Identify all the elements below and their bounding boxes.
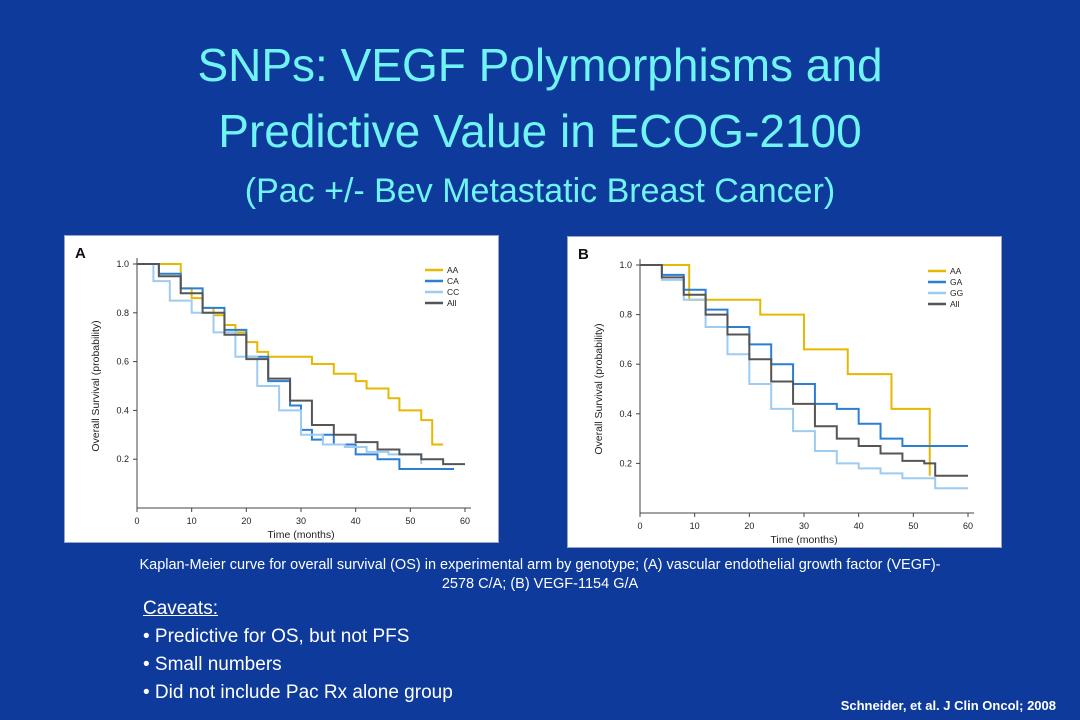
citation: Schneider, et al. J Clin Oncol; 2008 [840, 698, 1056, 713]
y-tick-label: 0.6 [619, 359, 632, 369]
panel-label: B [578, 246, 589, 263]
series-line-cc [137, 263, 423, 465]
x-tick-label: 0 [134, 516, 139, 526]
series-line-all [137, 263, 465, 466]
y-tick-label: 0.2 [619, 458, 632, 468]
series-line-all [640, 264, 968, 477]
caption-line2: 2578 C/A; (B) VEGF-1154 G/A [441, 576, 639, 592]
x-axis-label: Time (months) [770, 534, 837, 546]
legend-label: CA [447, 276, 459, 286]
x-tick-label: 60 [460, 516, 470, 526]
series-line-ca [137, 263, 455, 470]
x-tick-label: 50 [908, 521, 918, 531]
slide-subtitle: (Pac +/- Bev Metastatic Breast Cancer) [244, 172, 836, 210]
x-tick-label: 10 [187, 516, 197, 526]
legend-label: CC [447, 287, 459, 297]
panel-label: A [75, 245, 86, 262]
caveat-item: • Small numbers [143, 654, 282, 675]
y-tick-label: 1.0 [619, 260, 632, 270]
y-tick-label: 0.6 [116, 357, 129, 367]
legend-label: All [447, 298, 457, 308]
x-tick-label: 20 [241, 516, 251, 526]
legend-label: GA [950, 277, 963, 287]
legend-label: All [950, 299, 960, 309]
km-chart-a: A 0.2 0.4 0.6 0.8 1.0 0 10 20 30 40 50 60 Time (month… [75, 245, 471, 541]
y-axis-label: Overall Survival (probability) [593, 323, 605, 454]
slide-title-line2: Predictive Value in ECOG-2100 [218, 105, 862, 157]
y-tick-label: 0.8 [116, 308, 129, 318]
x-tick-label: 20 [744, 521, 754, 531]
x-tick-label: 50 [405, 516, 415, 526]
caption-line1: Kaplan-Meier curve for overall survival … [139, 557, 941, 573]
caveat-item: • Predictive for OS, but not PFS [143, 626, 410, 647]
y-tick-label: 0.4 [116, 405, 129, 415]
x-tick-label: 40 [854, 521, 864, 531]
slide-title-line1: SNPs: VEGF Polymorphisms and [197, 39, 883, 91]
km-chart-panel-b: B 0.2 0.4 0.6 0.8 1.0 0 10 20 30 40 50 60 Time (month… [567, 236, 1002, 548]
x-tick-label: 10 [690, 521, 700, 531]
series-line-gg [640, 264, 968, 490]
legend-label: GG [950, 288, 963, 298]
x-tick-label: 0 [637, 521, 642, 531]
legend-label: AA [447, 265, 459, 275]
legend-label: AA [950, 266, 962, 276]
x-tick-label: 60 [963, 521, 973, 531]
series-line-aa [640, 264, 931, 476]
y-axis-label: Overall Survival (probability) [90, 320, 102, 451]
x-tick-label: 40 [351, 516, 361, 526]
series-line-ga [640, 264, 968, 448]
caveats-block: Caveats: • Predictive for OS, but not PF… [143, 595, 453, 707]
y-tick-label: 0.4 [619, 409, 632, 419]
x-tick-label: 30 [296, 516, 306, 526]
figure-caption: Kaplan-Meier curve for overall survival … [0, 556, 1080, 594]
y-tick-label: 0.8 [619, 310, 632, 320]
x-axis-label: Time (months) [267, 529, 334, 541]
series-line-aa [137, 263, 444, 446]
km-chart-b: B 0.2 0.4 0.6 0.8 1.0 0 10 20 30 40 50 60 Time (month… [578, 246, 974, 546]
x-tick-label: 30 [799, 521, 809, 531]
caveats-heading: Caveats: [143, 598, 218, 619]
y-tick-label: 0.2 [116, 454, 129, 464]
y-tick-label: 1.0 [116, 259, 129, 269]
caveat-item: • Did not include Pac Rx alone group [143, 682, 453, 703]
km-chart-panel-a: A 0.2 0.4 0.6 0.8 1.0 0 10 20 30 40 50 60 Time (month… [64, 235, 499, 543]
